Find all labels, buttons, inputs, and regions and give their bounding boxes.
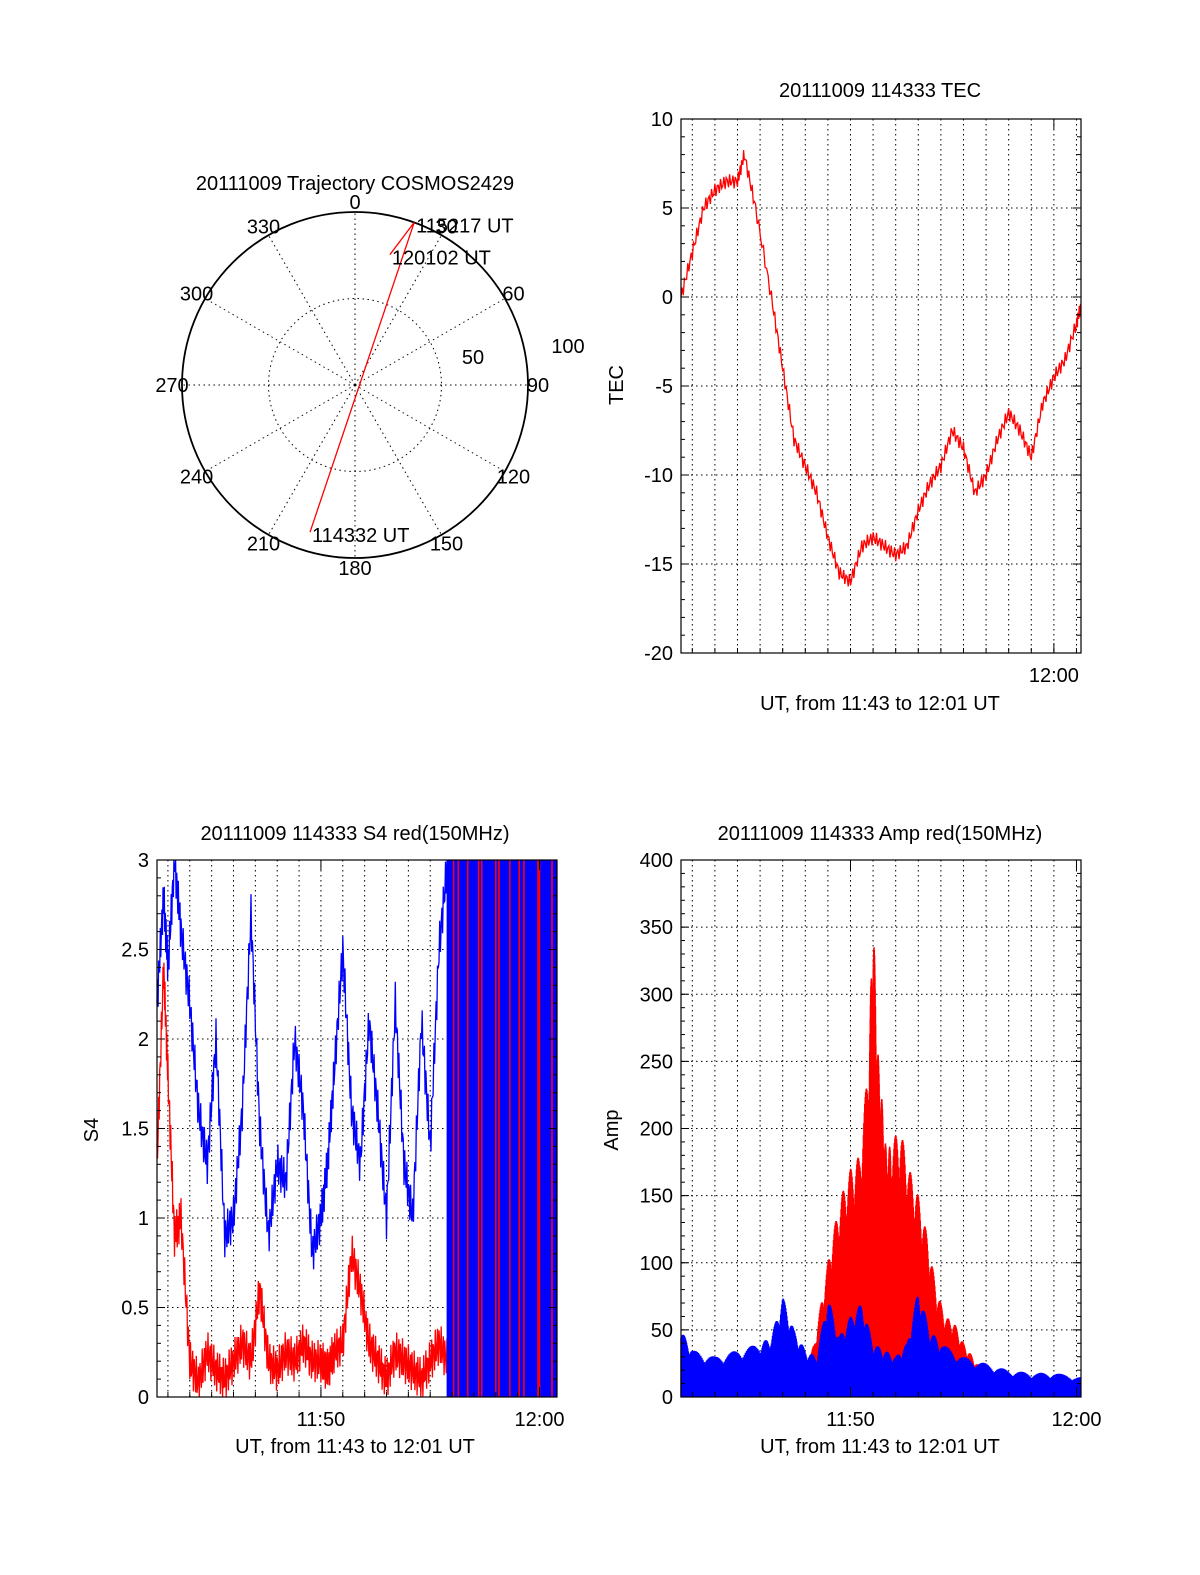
polar-spoke (204, 384, 356, 472)
amp-title: 20111009 114333 Amp red(150MHz) (718, 823, 1043, 845)
polar-angle-label: 60 (502, 284, 524, 306)
y-tick-label: 0 (138, 1387, 149, 1409)
polar-angle-label: 240 (180, 467, 213, 489)
s4-data (156, 859, 557, 1398)
polar-spoke (268, 384, 356, 536)
y-tick-label: -10 (644, 465, 673, 487)
series-line (156, 962, 449, 1398)
y-tick-label: -20 (644, 643, 673, 665)
series-line (680, 150, 1082, 587)
plot-frame (680, 118, 1082, 654)
y-tick-label: -15 (644, 554, 673, 576)
s4-x-axis-label: UT, from 11:43 to 12:01 UT (235, 1436, 475, 1458)
polar-spoke (268, 234, 356, 386)
polar-angle-label: 180 (338, 558, 371, 580)
x-tick-label: 12:00 (514, 1409, 564, 1431)
polar-spoke (204, 298, 356, 386)
polar-angle-label: 120 (497, 467, 530, 489)
y-tick-label: 300 (640, 984, 673, 1006)
y-tick-label: 350 (640, 917, 673, 939)
polar-radius-label: 50 (462, 347, 484, 369)
tec-axes: 10 5 0 -5 -10 -15 -20 12:00 (644, 109, 1082, 687)
polar-angle-label: 270 (155, 375, 188, 397)
amp-x-axis-label: UT, from 11:43 to 12:01 UT (760, 1436, 1000, 1458)
x-tick-label: 11:50 (297, 1409, 346, 1431)
y-tick-label: 50 (651, 1320, 673, 1342)
tec-grid (681, 119, 1081, 653)
y-tick-label: 1 (138, 1208, 149, 1230)
trajectory-line (309, 222, 415, 533)
s4-y-axis-label: S4 (81, 1118, 103, 1142)
polar-angle-label: 330 (247, 217, 280, 239)
y-tick-label: 0.5 (121, 1298, 149, 1320)
polar-angle-label: 150 (430, 533, 463, 555)
plot-frame (156, 859, 558, 1398)
s4-axes: 3 2.5 2 1.5 1 0.5 0 11:50 12:00 (121, 850, 564, 1431)
y-tick-label: 3 (138, 850, 149, 872)
y-tick-label: 100 (640, 1253, 673, 1275)
polar-angle-label: 30 (435, 217, 457, 239)
polar-title: 20111009 Trajectory COSMOS2429 (196, 173, 514, 195)
polar-grid: 0 30 60 90 120 150 180 210 240 270 300 330 50 100 (155, 192, 584, 580)
y-tick-label: 0 (662, 287, 673, 309)
y-tick-label: 5 (662, 198, 673, 220)
polar-angle-label: 210 (247, 533, 280, 555)
y-tick-label: -5 (655, 376, 673, 398)
trajectory-time-label: 120102 UT (392, 248, 491, 270)
y-tick-label: 400 (640, 850, 673, 872)
plot-frame (680, 859, 1082, 1398)
x-tick-label: 11:50 (826, 1409, 875, 1431)
tec-data (680, 150, 1082, 587)
polar-angle-label: 0 (349, 192, 360, 214)
polar-spoke (354, 234, 442, 386)
amp-y-axis-label: Amp (601, 1109, 623, 1150)
polar-angle-label: 90 (527, 375, 549, 397)
tec-plot: 20111009 114333 TEC 10 5 0 -5 -10 -15 -20 12:00… (606, 80, 1082, 715)
tec-y-axis-label: TEC (606, 365, 628, 405)
amp-axes: 400 350 300 250 200 150 100 50 0 11:50 12:00 (640, 850, 1102, 1431)
polar-outer-circle (181, 211, 529, 559)
polar-radius-label: 100 (551, 336, 584, 358)
trajectory-time-label: 115217 UT (416, 215, 513, 237)
x-tick-label: 12:00 (1029, 665, 1079, 687)
trajectory-time-label: 114332 UT (312, 525, 409, 547)
y-tick-label: 200 (640, 1119, 673, 1141)
x-tick-label: 12:00 (1051, 1409, 1101, 1431)
y-tick-label: 10 (651, 109, 673, 131)
y-tick-label: 250 (640, 1051, 673, 1073)
series-line (156, 859, 449, 1270)
polar-spoke (354, 384, 506, 472)
polar-spoke (354, 384, 442, 536)
polar-spoke (354, 298, 506, 386)
y-tick-label: 150 (640, 1186, 673, 1208)
trajectory-polar-plot: 20111009 Trajectory COSMOS2429 0 30 60 90 12… (155, 173, 584, 580)
tec-x-axis-label: UT, from 11:43 to 12:01 UT (760, 693, 1000, 715)
amp-data (680, 947, 1081, 1397)
y-tick-label: 2 (138, 1029, 149, 1051)
s4-title: 20111009 114333 S4 red(150MHz) (200, 823, 509, 845)
s4-plot: 20111009 114333 S4 red(150MHz) 3 2.5 2 1.5 1… (81, 823, 565, 1458)
y-tick-label: 1.5 (121, 1119, 149, 1141)
y-tick-label: 2.5 (121, 940, 149, 962)
y-tick-label: 0 (662, 1387, 673, 1409)
polar-angle-label: 300 (180, 284, 213, 306)
polar-data: 114332 UT 115217 UT 120102 UT (309, 215, 514, 547)
tec-title: 20111009 114333 TEC (779, 80, 981, 102)
amp-plot: 20111009 114333 Amp red(150MHz) 400 350 30… (601, 823, 1102, 1458)
